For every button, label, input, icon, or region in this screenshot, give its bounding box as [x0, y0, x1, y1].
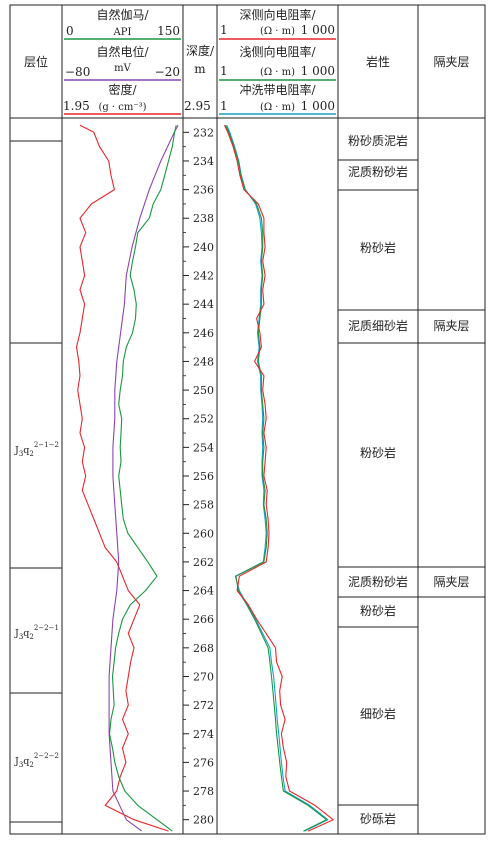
density-max: 2.95 [184, 99, 211, 113]
deep-res-unit: (Ω · m) [260, 26, 295, 37]
depth-tick-label: 262 [193, 556, 214, 569]
sp-unit: mV [114, 63, 131, 74]
depth-tick-label: 248 [193, 355, 214, 368]
table-frame [9, 4, 486, 835]
layer-header: 层位 [24, 54, 48, 69]
lithology-label-2: 泥质粉砂岩 [348, 164, 408, 179]
density-curve [75, 124, 169, 832]
sp-curve [108, 124, 179, 832]
depth-tick-label: 278 [193, 785, 214, 798]
depth-tick-label: 272 [193, 699, 214, 712]
interlayer-label-2: 隔夹层 [433, 575, 469, 589]
depth-unit: m [194, 62, 206, 76]
shallow-res-max: 1 000 [301, 64, 335, 78]
sp-min: −80 [65, 65, 90, 79]
depth-tick-label: 254 [193, 441, 214, 454]
deep-res-title: 深侧向电阻率/ [239, 7, 316, 22]
outer-border [9, 4, 486, 835]
depth-tick-label: 250 [193, 384, 214, 397]
gamma-unit: API [113, 27, 132, 38]
gamma-max: 150 [157, 24, 180, 38]
depth-tick-label: 260 [193, 527, 214, 540]
strata-column: J3q22−1−2 J3q22−2−1 J3q22−2−2 [10, 140, 62, 823]
depth-axis: 232 234 236 238 240 242 244 246 248 250 252 254 256 2… [183, 126, 214, 827]
depth-tick-label: 270 [193, 670, 214, 683]
depth-tick-label: 266 [193, 613, 214, 626]
log-curves [75, 124, 334, 832]
density-unit: (g · cm⁻³) [98, 102, 146, 113]
depth-tick-label: 264 [193, 585, 214, 598]
interlayer-label-1: 隔夹层 [433, 319, 469, 333]
depth-tick-label: 240 [193, 241, 214, 254]
flush-res-title: 冲洗带电阻率/ [239, 82, 316, 97]
lithology-label-4: 泥质细砂岩 [348, 318, 408, 333]
gamma-curve [108, 125, 177, 832]
flush-res-unit: (Ω · m) [260, 102, 295, 113]
density-min: 1.95 [63, 99, 90, 113]
lithology-column: 粉砂质泥岩泥质粉砂岩粉砂岩泥质细砂岩粉砂岩泥质粉砂岩粉砂岩细砂岩砂砾岩隔夹层隔夹… [338, 133, 485, 826]
depth-tick-label: 274 [193, 728, 214, 741]
density-title: 密度/ [108, 82, 137, 97]
flush-res-max: 1 000 [301, 99, 335, 113]
header: 层位 深度/m 岩性 隔夹层 自然伽马/API 0 150 自然电位/mV −80 −20 密度/1… [24, 7, 470, 115]
depth-tick-label: 258 [193, 499, 214, 512]
depth-tick-label: 236 [193, 184, 214, 197]
lithology-label-8: 细砂岩 [360, 706, 396, 721]
lithology-header: 岩性 [366, 54, 390, 69]
depth-tick-label: 234 [193, 155, 214, 168]
strata-label-1: J3q22−1−2 [14, 441, 59, 458]
depth-tick-label: 244 [193, 298, 214, 311]
interlayer-header: 隔夹层 [433, 55, 469, 69]
depth-tick-label: 276 [193, 756, 214, 769]
shallow-res-title: 浅侧向电阻率/ [239, 44, 316, 59]
depth-tick-label: 268 [193, 642, 214, 655]
lithology-label-9: 砂砾岩 [360, 811, 396, 826]
depth-tick-label: 252 [193, 413, 214, 426]
deep-res-min: 1 [220, 23, 228, 37]
flush-res-curve [226, 124, 329, 832]
lithology-label-5: 粉砂岩 [360, 445, 396, 460]
lithology-label-3: 粉砂岩 [360, 240, 396, 255]
shallow-res-curve [225, 124, 328, 832]
shallow-res-unit: (Ω · m) [260, 67, 295, 78]
gamma-min: 0 [66, 24, 74, 38]
depth-header: 深度/ [186, 43, 215, 58]
depth-tick-label: 238 [193, 212, 214, 225]
depth-tick-label: 280 [193, 814, 214, 827]
deep-res-curve [223, 124, 334, 832]
sp-max: −20 [155, 65, 180, 79]
gamma-title: 自然伽马/ [96, 7, 149, 22]
flush-res-min: 1 [220, 99, 228, 113]
sp-title: 自然电位/ [96, 44, 149, 59]
lithology-label-1: 粉砂质泥岩 [348, 133, 408, 148]
lithology-label-7: 粉砂岩 [360, 603, 396, 618]
depth-tick-label: 242 [193, 270, 214, 283]
lithology-label-6: 泥质粉砂岩 [348, 574, 408, 589]
depth-tick-label: 246 [193, 327, 214, 340]
depth-tick-label: 256 [193, 470, 214, 483]
depth-tick-label: 232 [193, 126, 214, 139]
deep-res-max: 1 000 [301, 23, 335, 37]
strata-label-3: J3q22−2−2 [14, 752, 59, 769]
strata-label-2: J3q22−2−1 [14, 624, 59, 641]
shallow-res-min: 1 [220, 64, 228, 78]
